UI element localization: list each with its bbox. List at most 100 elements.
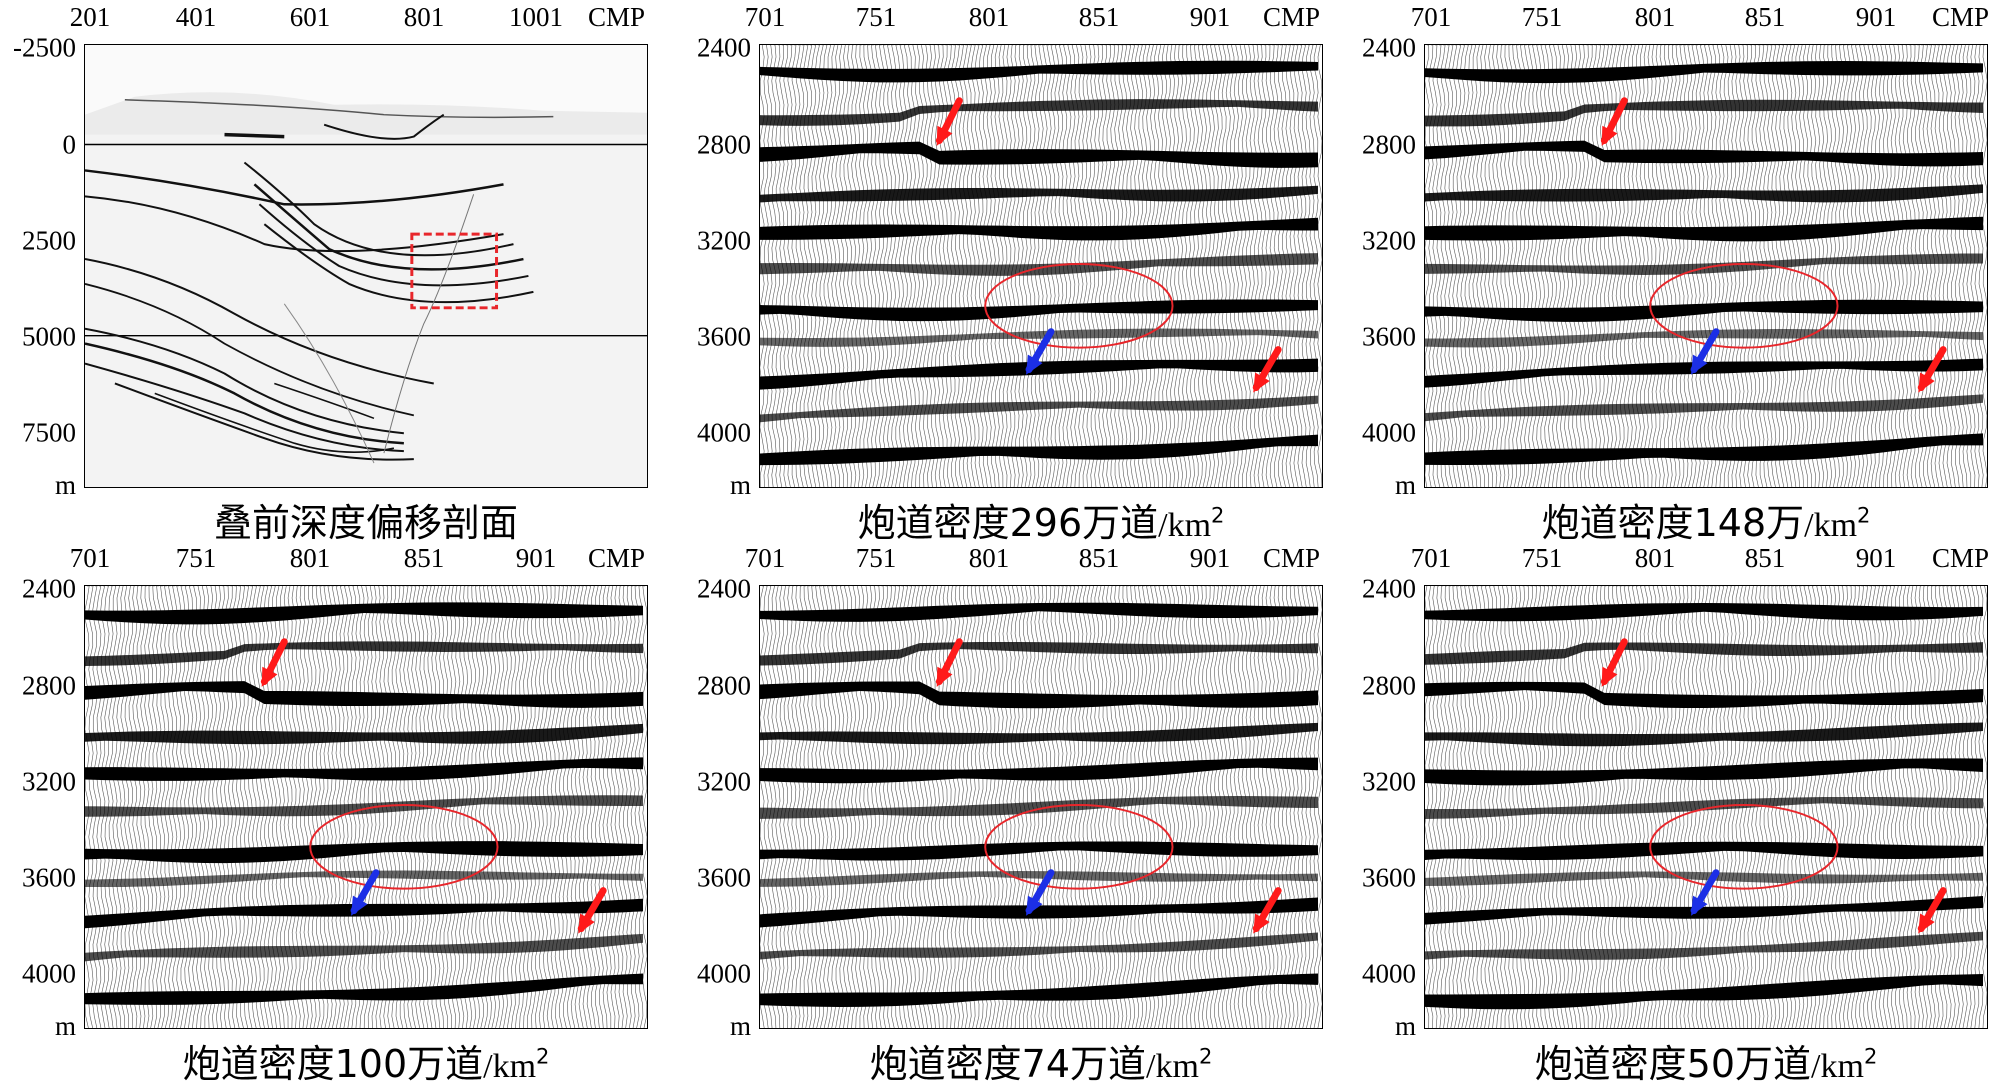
reflector-band bbox=[760, 395, 1319, 423]
y-tick: 2500 bbox=[22, 225, 76, 256]
reflector-band bbox=[760, 932, 1319, 960]
x-tick: 751 bbox=[855, 2, 897, 32]
x-axis-unit: CMP bbox=[588, 543, 646, 573]
y-tick: 2400 bbox=[1362, 573, 1416, 604]
reflector-band bbox=[1425, 61, 1984, 84]
x-tick: 801 bbox=[1634, 2, 1676, 32]
highlight-ellipse bbox=[309, 804, 499, 890]
caption-unit-exponent: 2 bbox=[1857, 503, 1871, 528]
blue-arrow-head bbox=[351, 895, 368, 916]
seismic-section-plot bbox=[759, 44, 1323, 488]
reflector-band bbox=[1425, 603, 1984, 622]
red-arrow-upper-head bbox=[1601, 666, 1618, 687]
caption-text: 叠前深度偏移剖面 bbox=[213, 501, 518, 545]
caption-text: 炮道密度100万道 bbox=[182, 1042, 484, 1086]
x-tick: 751 bbox=[175, 543, 217, 573]
reflector-band bbox=[760, 641, 1319, 666]
red-arrow-lower-head bbox=[578, 913, 595, 934]
highlight-ellipse bbox=[1649, 804, 1839, 890]
reflector-band bbox=[760, 60, 1319, 83]
caption-unit-exponent: 2 bbox=[1198, 1044, 1213, 1069]
reflector-band bbox=[85, 757, 644, 781]
reflector-band bbox=[1425, 722, 1984, 747]
overview-section-plot bbox=[84, 44, 648, 488]
x-tick: 701 bbox=[744, 2, 786, 32]
blue-arrow-head bbox=[1026, 895, 1043, 916]
highlight-ellipse bbox=[984, 263, 1174, 349]
reflector-band bbox=[760, 434, 1319, 466]
reflector-bands bbox=[760, 60, 1319, 466]
reflector-band bbox=[1425, 140, 1984, 167]
y-tick: 2800 bbox=[1362, 129, 1416, 160]
x-tick: 801 bbox=[1634, 543, 1676, 573]
reflector-band bbox=[760, 796, 1319, 819]
highlight-ellipse bbox=[1649, 263, 1839, 349]
x-axis-unit: CMP bbox=[1932, 2, 1990, 32]
reflector-band bbox=[1425, 841, 1984, 860]
caption-unit: /km bbox=[1158, 507, 1212, 544]
reflector-band bbox=[85, 641, 644, 666]
x-axis-unit: CMP bbox=[1263, 2, 1321, 32]
reflector-band bbox=[760, 757, 1319, 784]
reflector-band bbox=[1425, 433, 1984, 465]
x-tick: 851 bbox=[1744, 2, 1786, 32]
reflector-band bbox=[85, 723, 644, 745]
y-tick: 2400 bbox=[1362, 32, 1416, 63]
reflector-band bbox=[1425, 974, 1984, 1010]
reflector-band bbox=[760, 973, 1319, 1007]
blue-arrow-head bbox=[1691, 895, 1708, 916]
panel-density-50: 701 751 801 851 901 CMP 2400 2800 3200 3… bbox=[1348, 541, 1990, 1086]
reflector-band bbox=[1425, 253, 1984, 275]
reflector-band bbox=[760, 99, 1319, 126]
y-tick: 7500 bbox=[22, 417, 76, 448]
reflector-band bbox=[760, 722, 1319, 745]
caption-unit-exponent: 2 bbox=[536, 1044, 550, 1069]
seismic-section-plot bbox=[1424, 585, 1988, 1029]
x-tick: 901 bbox=[1855, 2, 1897, 32]
x-tick: 801 bbox=[289, 543, 331, 573]
caption-text: 炮道密度148万 bbox=[1541, 501, 1805, 545]
y-tick: 3200 bbox=[1362, 766, 1416, 797]
x-tick: 751 bbox=[1521, 543, 1563, 573]
x-tick: 751 bbox=[1521, 2, 1563, 32]
seismic-wiggle-traces bbox=[760, 45, 1322, 487]
x-tick: 901 bbox=[1855, 543, 1897, 573]
zoom-box bbox=[410, 232, 499, 310]
seismic-section-plot bbox=[759, 585, 1323, 1029]
reflector-band bbox=[1425, 895, 1984, 925]
reflector-band bbox=[85, 933, 644, 962]
x-axis-unit: CMP bbox=[1932, 543, 1990, 573]
caption-unit: /km bbox=[1146, 1048, 1199, 1085]
red-arrow-upper-head bbox=[1601, 125, 1618, 146]
y-tick: 3600 bbox=[22, 862, 76, 893]
y-tick: 0 bbox=[62, 129, 77, 160]
y-tick: 3600 bbox=[697, 321, 751, 352]
reflector-band bbox=[760, 217, 1319, 241]
x-tick: 801 bbox=[403, 2, 445, 32]
panel-caption: 炮道密度100万道/km2 bbox=[84, 1033, 648, 1088]
reflector-band bbox=[1425, 642, 1984, 665]
reflector-band bbox=[85, 973, 644, 1005]
highlight-ellipse bbox=[984, 804, 1174, 890]
x-tick: 851 bbox=[1744, 543, 1786, 573]
y-axis-unit: m bbox=[1394, 1011, 1416, 1041]
reflector-band bbox=[85, 870, 644, 888]
y-tick: 3600 bbox=[697, 862, 751, 893]
y-tick: 3600 bbox=[1362, 321, 1416, 352]
x-tick: 901 bbox=[515, 543, 557, 573]
x-tick: 851 bbox=[1078, 2, 1120, 32]
x-axis-unit: CMP bbox=[1263, 543, 1321, 573]
caption-unit: /km bbox=[1811, 1048, 1864, 1085]
reflector-band bbox=[1425, 871, 1984, 887]
y-tick: 2400 bbox=[22, 573, 76, 604]
y-tick: 4000 bbox=[697, 417, 751, 448]
panel-caption: 炮道密度74万道/km2 bbox=[759, 1033, 1323, 1088]
seismic-wiggle-traces bbox=[85, 586, 647, 1028]
y-tick: 2400 bbox=[697, 573, 751, 604]
reflector-band bbox=[760, 253, 1319, 276]
reflector-band bbox=[1425, 99, 1984, 127]
y-tick: 3200 bbox=[1362, 225, 1416, 256]
panel-caption: 叠前深度偏移剖面 bbox=[84, 492, 648, 547]
panel-density-74: 701 751 801 851 901 CMP 2400 2800 3200 3… bbox=[675, 541, 1323, 1086]
panel-density-100: 701 751 801 851 901 CMP 2400 2800 3200 3… bbox=[0, 541, 648, 1086]
